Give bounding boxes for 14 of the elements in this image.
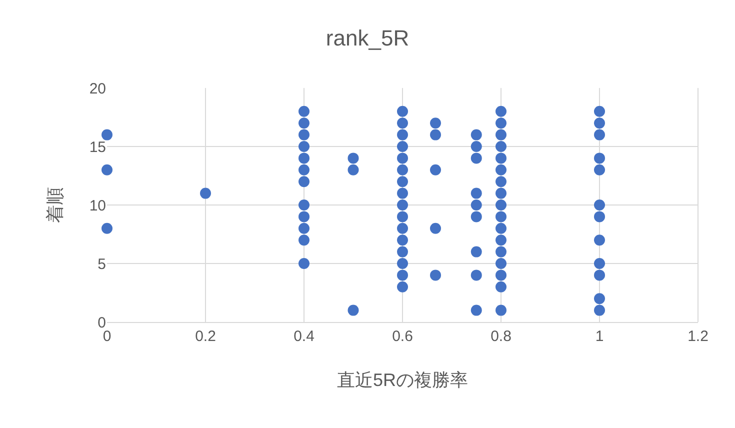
y-tick-label: 15 (89, 138, 106, 156)
x-tick-label: 0.6 (392, 328, 413, 345)
y-tick-label: 5 (98, 256, 106, 273)
x-tick-label: 0.8 (490, 328, 512, 345)
y-tick-label: 0 (98, 314, 106, 332)
y-tick-label: 20 (89, 80, 106, 98)
x-tick-label: 1.2 (688, 328, 708, 345)
y-tick-label: 10 (89, 197, 106, 214)
x-tick-label: 0.4 (294, 328, 314, 345)
y-axis-title: 着順 (45, 187, 65, 223)
x-tick-label: 0.2 (195, 328, 216, 345)
chart-title: rank_5R (326, 25, 410, 50)
x-tick-label: 1 (595, 328, 604, 345)
x-axis-title: 直近5Rの複勝率 (336, 370, 468, 390)
